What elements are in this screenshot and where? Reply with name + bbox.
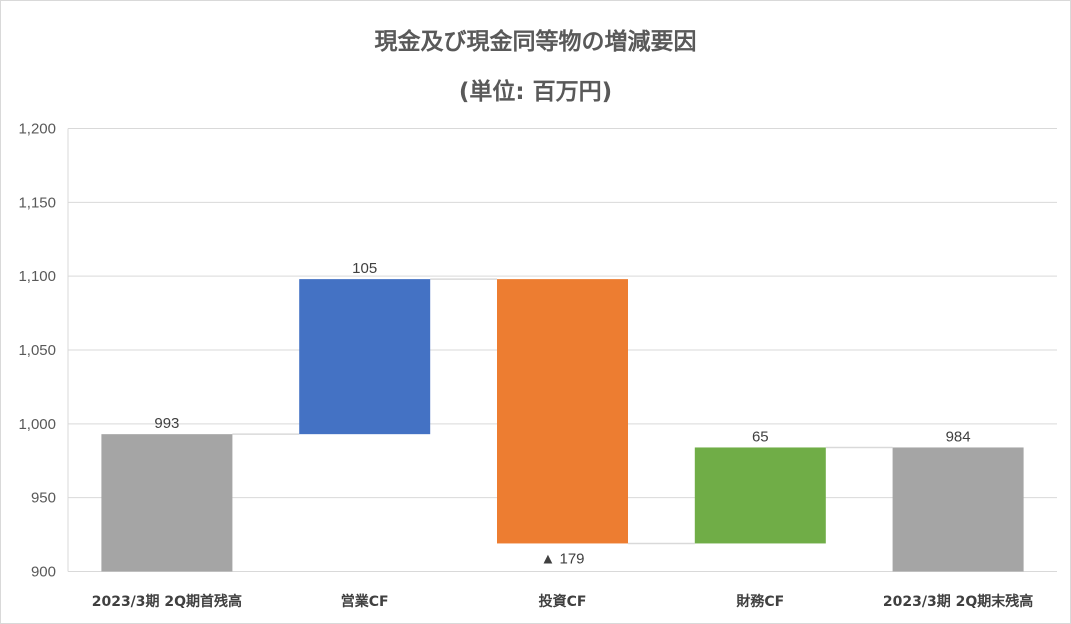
bar <box>892 447 1024 572</box>
bar <box>101 434 233 572</box>
x-tick-label: 投資CF <box>539 593 587 610</box>
data-label: ▲ 179 <box>540 550 584 567</box>
data-label: 993 <box>154 415 179 432</box>
data-label: 105 <box>352 260 377 277</box>
bar <box>497 279 628 544</box>
data-label: 65 <box>752 428 769 445</box>
y-tick-label: 950 <box>31 490 56 507</box>
x-tick-label: 財務CF <box>735 593 784 610</box>
y-tick-label: 1,150 <box>18 194 56 211</box>
y-tick-label: 900 <box>31 564 56 581</box>
bar <box>694 447 826 544</box>
y-tick-label: 1,100 <box>18 268 56 285</box>
y-tick-label: 1,000 <box>18 416 56 433</box>
chart-title: 現金及び現金同等物の増減要因 <box>374 29 697 55</box>
y-tick-label: 1,050 <box>18 342 56 359</box>
x-tick-label: 2023/3期 2Q期末残高 <box>883 593 1033 610</box>
y-tick-label: 1,200 <box>18 121 56 138</box>
x-tick-label: 2023/3期 2Q期首残高 <box>92 593 242 610</box>
data-label: 984 <box>946 428 971 445</box>
x-tick-label: 営業CF <box>341 593 389 610</box>
bar <box>299 279 431 435</box>
chart-subtitle: (単位: 百万円) <box>458 79 613 105</box>
